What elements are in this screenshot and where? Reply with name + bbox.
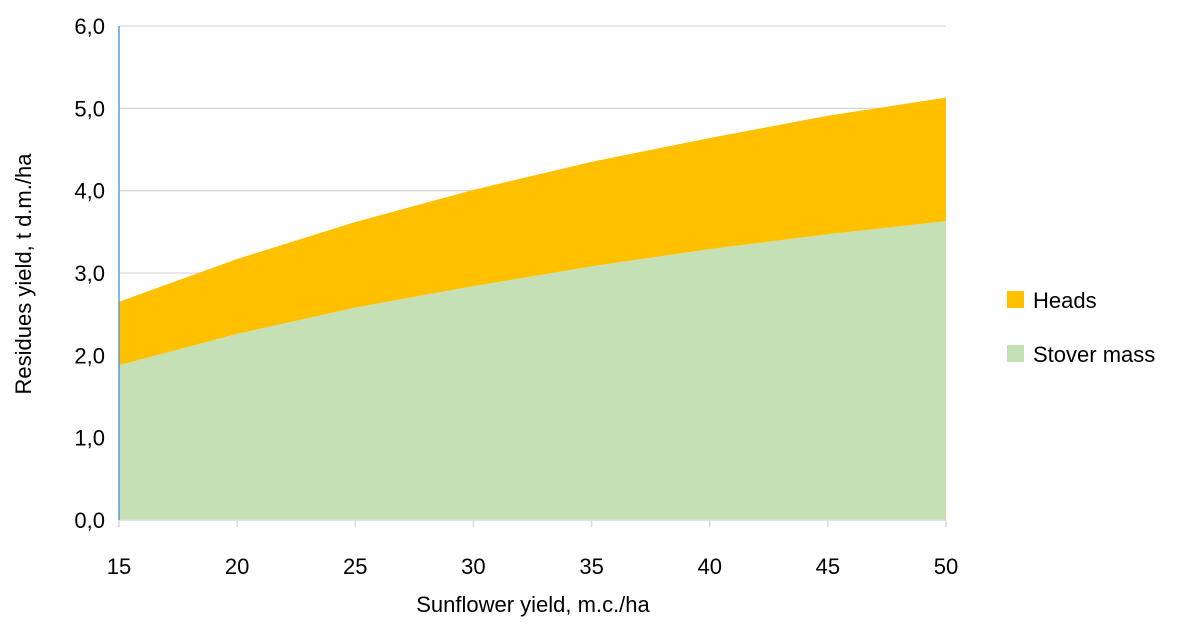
legend-label-heads: Heads (1033, 288, 1097, 313)
x-tick-label: 20 (225, 554, 249, 579)
axes (118, 26, 947, 527)
x-axis-title: Sunflower yield, m.c./ha (416, 592, 650, 617)
legend: Heads Stover mass (1007, 288, 1155, 367)
y-tick-label: 5,0 (74, 96, 105, 121)
x-tick-label: 15 (107, 554, 131, 579)
x-tick-label: 25 (343, 554, 367, 579)
legend-swatch-stover-mass (1007, 345, 1024, 362)
x-tick-label: 45 (816, 554, 840, 579)
y-axis-title: Residues yield, t d.m./ha (11, 153, 36, 395)
y-tick-label: 0,0 (74, 508, 105, 533)
tick-labels: 0,0 1,0 2,0 3,0 4,0 5,0 6,0 15 20 25 30 35 40 45 50 (74, 14, 958, 579)
x-tick-label: 30 (461, 554, 485, 579)
y-tick-label: 3,0 (74, 261, 105, 286)
y-tick-label: 6,0 (74, 14, 105, 39)
legend-label-stover-mass: Stover mass (1033, 342, 1155, 367)
y-tick-label: 1,0 (74, 426, 105, 451)
plot-areas (119, 97, 946, 520)
y-tick-label: 2,0 (74, 343, 105, 368)
area-series-stover-mass (119, 221, 946, 520)
legend-swatch-heads (1007, 291, 1024, 308)
x-tick-label: 40 (697, 554, 721, 579)
x-tick-label: 50 (934, 554, 958, 579)
y-tick-label: 4,0 (74, 179, 105, 204)
x-tick-label: 35 (579, 554, 603, 579)
area-series-heads (119, 97, 946, 366)
